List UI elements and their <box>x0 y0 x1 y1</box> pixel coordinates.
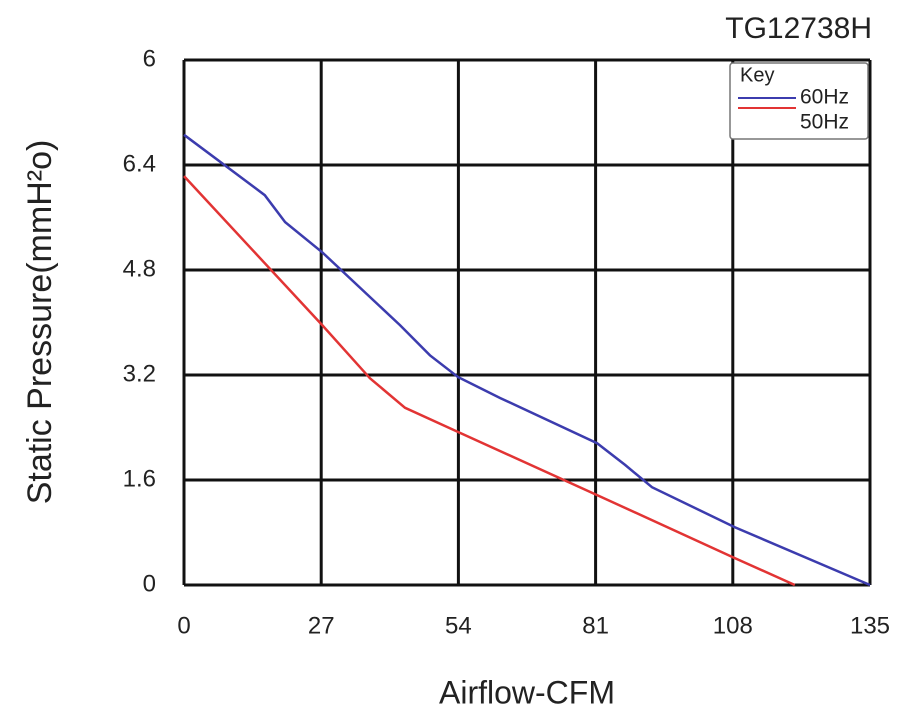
y-tick-label: 6.4 <box>123 150 156 177</box>
y-tick-label: 6 <box>143 45 156 72</box>
y-tick-label: 1.6 <box>123 465 156 492</box>
x-tick-label: 0 <box>177 612 190 639</box>
x-tick-label: 81 <box>582 612 609 639</box>
legend-box <box>729 62 869 140</box>
chart-title: TG12738H <box>725 12 872 45</box>
legend-label: 50Hz <box>800 111 849 134</box>
x-tick-label: 108 <box>713 612 753 639</box>
y-axis-label: Static Pressure(mmH²o) <box>21 140 59 505</box>
legend-label: 60Hz <box>800 86 849 109</box>
line-series <box>183 133 871 587</box>
x-axis-label: Airflow-CFM <box>439 674 615 710</box>
y-tick-label: 4.8 <box>123 255 156 282</box>
x-tick-label: 135 <box>850 612 890 639</box>
x-tick-label: 54 <box>445 612 472 639</box>
line-series <box>183 175 796 587</box>
y-tick-label: 3.2 <box>123 360 156 387</box>
x-tick-label: 27 <box>308 612 335 639</box>
legend-title: Key <box>740 64 774 86</box>
y-tick-label: 0 <box>143 570 156 597</box>
